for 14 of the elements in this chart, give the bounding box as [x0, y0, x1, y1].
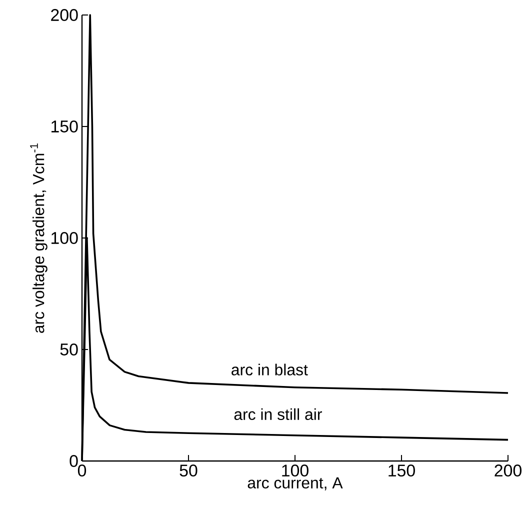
y-tick-label: 100 — [52, 232, 78, 244]
annotation: arc in blast — [232, 364, 308, 376]
y-axis-title: arc voltage gradient, Vcm$^{-1}$ — [30, 143, 48, 333]
y-tick-label: 50 — [60, 344, 78, 356]
annotation: arc in still air — [234, 408, 322, 420]
y-tick-label: 150 — [52, 120, 78, 132]
y-tick-label: 200 — [51, 8, 78, 21]
x-tick-label: 0 — [78, 464, 86, 477]
x-tick-label: 50 — [180, 464, 198, 477]
x-tick-label: 200 — [494, 464, 522, 477]
x-axis-title: arc current, A — [248, 477, 343, 490]
y-tick-label: 0 — [70, 455, 78, 467]
x-tick-label: 150 — [388, 464, 415, 477]
x-tick-label: 100 — [282, 464, 308, 477]
